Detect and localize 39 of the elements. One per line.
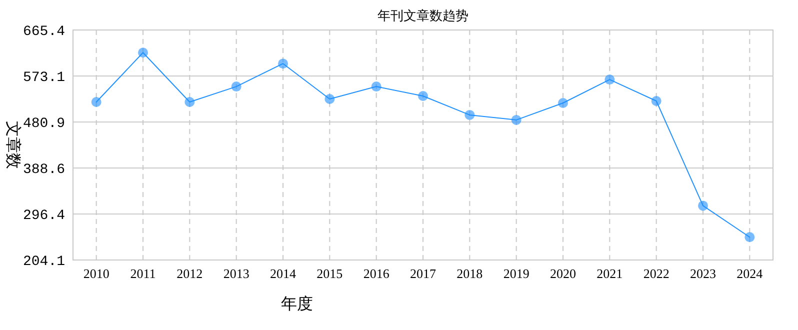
x-tick-label: 2013 <box>223 266 250 281</box>
y-tick-label: 204.1 <box>22 254 65 270</box>
x-tick-label: 2021 <box>596 266 623 281</box>
x-tick-label: 2012 <box>176 266 203 281</box>
x-tick-label: 2015 <box>316 266 343 281</box>
x-tick-label: 2011 <box>130 266 156 281</box>
point <box>744 232 755 242</box>
point <box>698 200 708 211</box>
x-tick-label: 2019 <box>503 266 530 281</box>
x-tick-label: 2010 <box>83 266 110 281</box>
point <box>231 82 242 92</box>
x-axis-title: 年度 <box>281 295 313 313</box>
point <box>511 114 522 125</box>
point <box>278 58 288 69</box>
x-tick-label: 2024 <box>736 266 764 281</box>
y-tick-label: 388.6 <box>22 162 65 178</box>
y-tick-label: 480.9 <box>22 116 65 132</box>
point <box>371 82 382 92</box>
y-tick-label: 296.4 <box>22 208 65 224</box>
point <box>184 96 195 107</box>
point <box>651 96 662 106</box>
y-tick-label: 573.1 <box>22 70 65 86</box>
point <box>558 98 568 108</box>
point <box>138 48 148 58</box>
x-tick-label: 2022 <box>643 266 670 281</box>
x-tick-label: 2018 <box>456 266 483 281</box>
x-tick-label: 2014 <box>270 266 296 281</box>
point <box>91 96 102 107</box>
y-tick-label: 665.4 <box>22 24 65 40</box>
x-tick-label: 2017 <box>410 266 436 281</box>
x-tick-label: 2023 <box>690 266 716 281</box>
point <box>464 110 475 120</box>
chart-title: 年刊文章数趋势 <box>378 8 468 23</box>
point <box>324 94 335 104</box>
point <box>604 74 615 85</box>
x-tick-label: 2020 <box>550 266 576 281</box>
x-tick-label: 2016 <box>363 266 390 281</box>
y-axis-title: 文章数 <box>4 121 22 169</box>
point <box>418 91 428 102</box>
